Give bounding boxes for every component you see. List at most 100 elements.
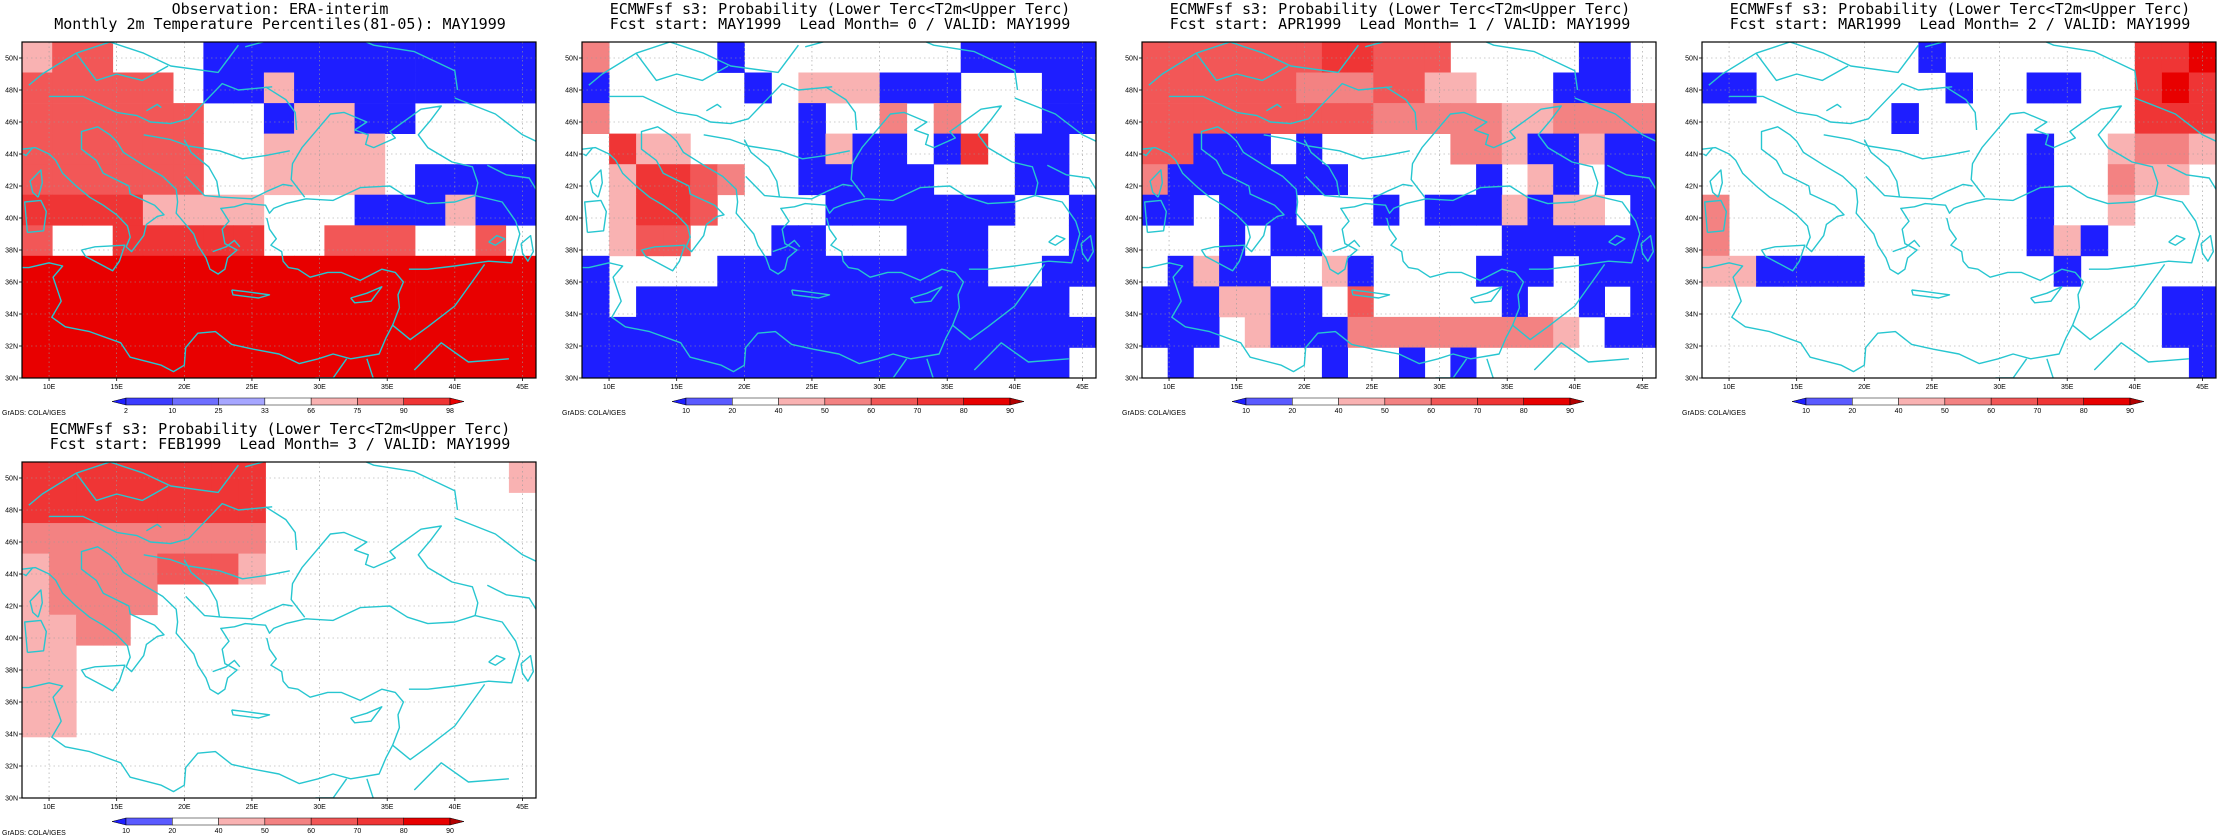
coastline xyxy=(28,462,239,506)
lat-tick-label: 42N xyxy=(5,604,18,611)
grid-cell xyxy=(1068,194,1097,226)
coastline xyxy=(366,778,374,798)
coastline xyxy=(1709,169,1723,198)
coastline xyxy=(75,52,169,82)
grid-cell xyxy=(1321,255,1348,287)
grid-cell xyxy=(1219,72,1246,104)
grid-cell xyxy=(445,316,476,348)
tick-labels: 10E 15E 20E 25E 30E 35E 40E 45E 30N 32N 34N 36N 38N 4… xyxy=(1685,56,2209,392)
lon-tick-label: 35E xyxy=(1501,384,1514,391)
lon-tick-label: 45E xyxy=(516,804,529,811)
grid-cell xyxy=(384,347,416,379)
grid-cell xyxy=(2134,42,2163,73)
coastline xyxy=(185,175,293,200)
coastline xyxy=(1608,234,1626,246)
colorbar-label: 80 xyxy=(2080,408,2088,415)
grid-cell xyxy=(294,103,325,134)
grid-cell xyxy=(173,255,204,287)
grid-cell xyxy=(1193,164,1220,196)
grid-cell xyxy=(112,72,144,104)
grid-cell xyxy=(354,164,386,196)
grid-cell xyxy=(112,164,144,196)
lon-tick-label: 15E xyxy=(1230,384,1243,391)
coastline xyxy=(1760,244,1806,272)
lon-tick-label: 20E xyxy=(1858,384,1871,391)
coastline xyxy=(2093,342,2189,371)
grid-cell xyxy=(1167,194,1194,226)
lon-tick-label: 20E xyxy=(178,804,191,811)
panel-title: ECMWFsf s3: Probability (Lower Terc<T2m<… xyxy=(0,422,560,452)
grid-cell xyxy=(1244,42,1271,73)
grid-cell xyxy=(960,225,989,257)
colorbar-segment xyxy=(1292,397,1339,406)
shaded-cells xyxy=(22,462,537,738)
colorbar-segment xyxy=(1430,397,1478,406)
lat-tick-label: 38N xyxy=(5,248,18,255)
grid-cell xyxy=(211,462,239,493)
coastline xyxy=(805,42,1019,91)
coastline xyxy=(1266,103,1282,112)
coastline xyxy=(1263,134,1410,160)
grid-cell xyxy=(1578,72,1605,104)
grid-cell xyxy=(1373,194,1400,226)
grid-cell xyxy=(1553,133,1580,165)
grid-cell xyxy=(112,194,144,226)
grid-cell xyxy=(879,72,908,104)
map-frame xyxy=(1701,41,2217,379)
grid-cell xyxy=(1424,316,1451,348)
coastline xyxy=(1640,234,1654,262)
grid-cell xyxy=(906,194,935,226)
grid-cell xyxy=(142,133,174,165)
grid-cell xyxy=(852,72,880,104)
coastline xyxy=(1048,234,1066,246)
colorbar-segment xyxy=(1944,397,1992,406)
coastline xyxy=(2046,358,2054,378)
coastline xyxy=(392,263,486,341)
grid-cell xyxy=(263,103,295,134)
grid-cell xyxy=(49,675,77,707)
colorbar-label: 10 xyxy=(1802,408,1810,415)
grid-cell xyxy=(505,194,537,226)
grid-cell xyxy=(354,194,386,226)
colorbar-low-triangle xyxy=(671,397,687,406)
grid-cell xyxy=(960,42,989,73)
lon-tick-label: 30E xyxy=(313,384,326,391)
colorbar-segment xyxy=(310,397,358,406)
grid-cell xyxy=(987,42,1016,73)
grid-cell xyxy=(1527,194,1554,226)
grid-cell xyxy=(1891,103,1919,134)
coastline xyxy=(1826,103,1842,112)
coastline xyxy=(1385,86,1418,131)
lon-tick-label: 10E xyxy=(43,384,56,391)
lat-tick-label: 42N xyxy=(1125,184,1138,191)
grid-cell xyxy=(173,316,204,348)
grid-cell xyxy=(263,316,295,348)
grid-cell xyxy=(2161,42,2190,73)
lat-tick-label: 48N xyxy=(1685,88,1698,95)
grid-cell xyxy=(960,316,989,348)
grid-cell xyxy=(415,72,446,104)
lat-tick-label: 40N xyxy=(1685,216,1698,223)
grid-cell xyxy=(82,194,114,226)
grid-cell xyxy=(475,164,507,196)
colorbar-segment xyxy=(264,817,312,826)
colorbar: 2 10 25 33 66 75 90 98 xyxy=(111,397,465,415)
grid-cell xyxy=(445,42,476,73)
colorbar-label: 90 xyxy=(2126,408,2134,415)
grid-cell xyxy=(1244,164,1271,196)
coastline xyxy=(29,589,43,618)
grid-cell xyxy=(717,316,745,348)
grid-cell xyxy=(324,225,355,257)
grid-cell xyxy=(52,42,83,73)
grid-cell xyxy=(2161,103,2190,134)
grid-cell xyxy=(879,103,908,134)
colorbar-segment xyxy=(403,397,451,406)
lon-tick-label: 20E xyxy=(738,384,751,391)
grid-cell xyxy=(1219,286,1246,318)
colorbar-label: 98 xyxy=(446,408,454,415)
grid-cell xyxy=(1347,255,1374,287)
grid-cell xyxy=(1630,286,1657,318)
grid-cell xyxy=(906,164,935,196)
colorbar-segment xyxy=(357,397,404,406)
coastline xyxy=(520,234,534,262)
